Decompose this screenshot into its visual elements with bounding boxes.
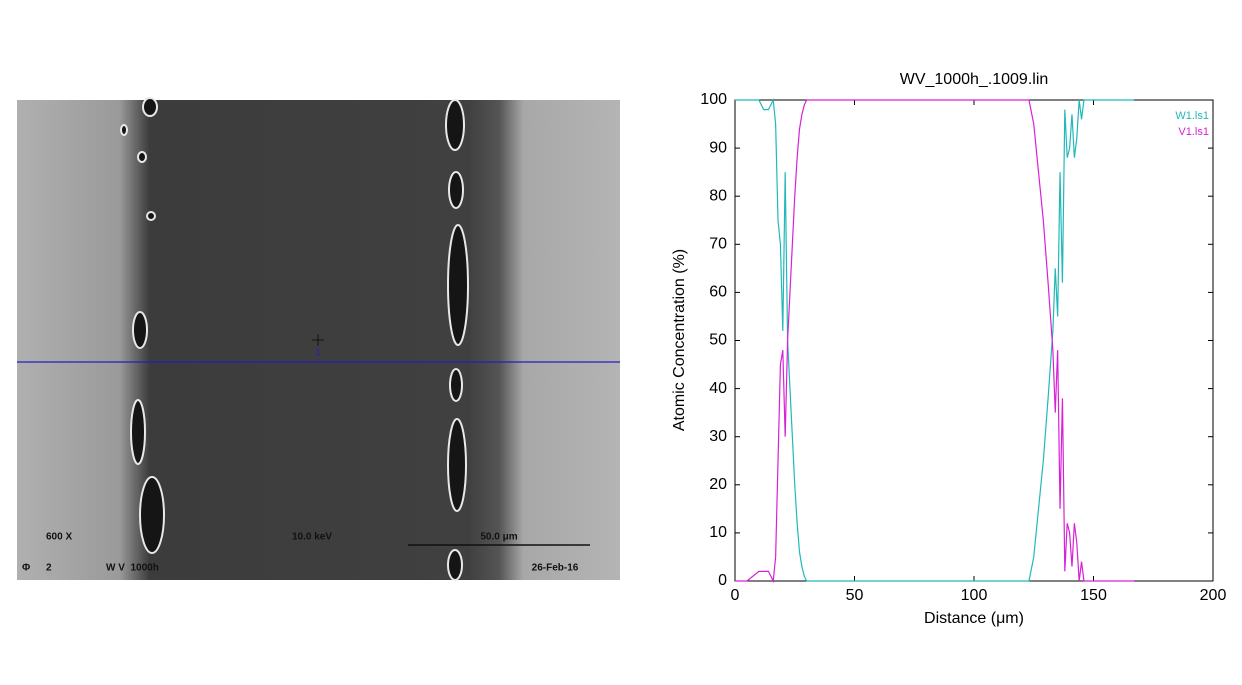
y-tick-label: 60 xyxy=(709,284,727,301)
detector: Φ xyxy=(22,563,30,574)
y-tick-label: 30 xyxy=(709,428,727,445)
scale-bar-label: 50.0 μm xyxy=(480,532,517,543)
y-tick-label: 70 xyxy=(709,236,727,253)
x-tick-label: 200 xyxy=(1200,587,1227,604)
voltage: 10.0 keV xyxy=(292,532,332,543)
sample: W V 1000h xyxy=(106,563,159,574)
y-tick-label: 20 xyxy=(709,476,727,493)
x-axis-label: Distance (μm) xyxy=(924,610,1024,627)
chart-title: WV_1000h_.1009.lin xyxy=(900,71,1049,88)
x-tick-label: 50 xyxy=(846,587,864,604)
plot-frame xyxy=(734,99,1214,582)
y-tick-label: 0 xyxy=(718,572,727,589)
magnification: 600 X xyxy=(46,532,72,543)
legend-label: V1.ls1 xyxy=(1178,126,1209,138)
pores xyxy=(120,97,469,581)
date: 26-Feb-16 xyxy=(532,563,579,574)
legend-label: W1.ls1 xyxy=(1175,110,1209,122)
y-axis-label: Atomic Concentration (%) xyxy=(671,249,688,431)
y-tick-label: 100 xyxy=(700,91,727,108)
line-series xyxy=(735,97,1135,582)
y-tick-label: 50 xyxy=(709,332,727,349)
y-tick-label: 40 xyxy=(709,380,727,397)
point-label: 1 xyxy=(315,348,321,359)
detector-number: 2 xyxy=(46,563,52,574)
sem-image: 1 600 X 10.0 keV 50.0 μm Φ 2 W V 1000h 2… xyxy=(17,97,620,581)
y-tick-label: 90 xyxy=(709,139,727,156)
y-tick-label: 80 xyxy=(709,187,727,204)
x-tick-label: 100 xyxy=(961,587,988,604)
line-series xyxy=(735,99,1135,584)
x-tick-label: 150 xyxy=(1080,587,1107,604)
x-tick-label: 0 xyxy=(731,587,740,604)
crosshair xyxy=(312,334,324,346)
y-tick-label: 10 xyxy=(709,524,727,541)
